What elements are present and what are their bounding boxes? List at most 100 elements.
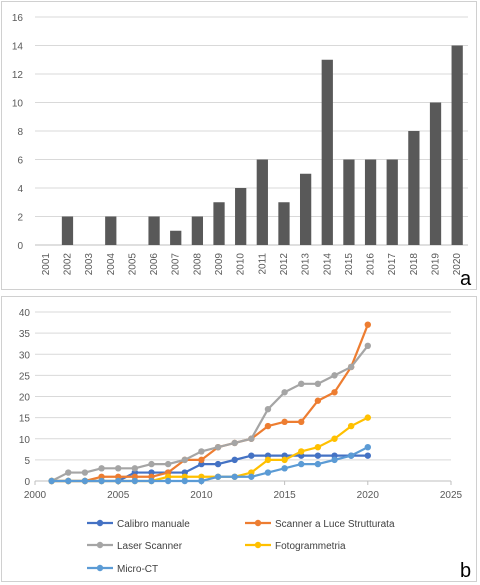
panel-letter-a: a [460, 268, 472, 290]
x-tick-label: 2019 [431, 253, 442, 276]
y-tick-label: 2 [17, 213, 23, 224]
point-laser-scanner [281, 389, 288, 396]
bar-2019 [429, 102, 442, 245]
point-laser-scanner [314, 380, 322, 388]
x-tick-label: 2011 [257, 253, 268, 275]
legend-label: Laser Scanner [117, 541, 183, 552]
x-tick-label: 2017 [387, 253, 398, 276]
x-tick-label: 2006 [149, 253, 160, 276]
point-micro-ct [364, 444, 371, 451]
y-tick-label: 16 [12, 13, 24, 24]
series-line-laser-scanner [51, 345, 369, 482]
legend-item-micro-ct: Micro-CT [87, 564, 158, 575]
point-laser-scanner [231, 439, 238, 447]
legend-marker [254, 519, 262, 527]
x-tick-label: 2003 [84, 253, 95, 276]
point-laser-scanner [115, 465, 122, 472]
point-calibro-manuale [364, 452, 371, 459]
point-scanner-a-luce-strutturata [281, 418, 288, 426]
point-fotogrammetria [347, 422, 355, 430]
point-micro-ct [181, 477, 188, 485]
point-calibro-manuale [214, 460, 222, 468]
legend-label: Scanner a Luce Strutturata [275, 519, 395, 530]
point-laser-scanner [331, 372, 338, 379]
legend-label: Fotogrammetria [275, 541, 346, 552]
point-micro-ct [131, 477, 139, 485]
point-micro-ct [347, 452, 355, 459]
x-tick-label: 2005 [107, 490, 130, 501]
point-laser-scanner [65, 469, 72, 476]
x-tick-label: 2004 [106, 253, 117, 276]
bar-2013 [299, 173, 312, 245]
x-tick-label: 2005 [127, 253, 138, 276]
legend-item-calibro-manuale: Calibro manuale [87, 519, 190, 530]
bar-2009 [213, 202, 225, 245]
point-laser-scanner [198, 448, 205, 455]
legend-item-scanner-a-luce-strutturata: Scanner a Luce Strutturata [245, 519, 395, 530]
point-laser-scanner [214, 444, 222, 451]
bar-2002 [61, 216, 74, 245]
point-micro-ct [148, 477, 155, 485]
bar-chart-svg: 0 2 4 6 8 10 12 14 16 2001 2002 2003 2004 2005 2006 20… [12, 13, 472, 290]
point-micro-ct [115, 477, 122, 485]
point-micro-ct [298, 460, 305, 468]
point-micro-ct [65, 477, 72, 485]
x-tick-label: 2001 [41, 253, 52, 276]
point-calibro-manuale [248, 452, 255, 459]
point-scanner-a-luce-strutturata [264, 422, 272, 430]
x-tick-label: 2015 [344, 253, 355, 276]
bar-2018 [408, 131, 420, 245]
y-tick-label: 10 [12, 99, 24, 110]
point-laser-scanner [248, 435, 255, 442]
y-tick-label: 8 [17, 127, 23, 138]
bar-2016 [364, 159, 377, 245]
point-laser-scanner [131, 465, 139, 472]
point-micro-ct [281, 465, 288, 472]
x-tick-label: 2007 [171, 253, 182, 276]
x-tick-label: 2016 [366, 253, 377, 276]
x-tick-label: 2014 [322, 253, 333, 276]
point-calibro-manuale [231, 456, 238, 464]
point-micro-ct [331, 456, 338, 464]
point-calibro-manuale [314, 452, 322, 459]
x-tick-label: 2013 [301, 253, 312, 276]
point-scanner-a-luce-strutturata [314, 397, 322, 404]
bar-2020 [451, 45, 463, 245]
y-tick-label: 40 [19, 308, 31, 319]
point-fotogrammetria [281, 456, 288, 464]
point-scanner-a-luce-strutturata [331, 389, 338, 396]
x-tick-label: 2000 [24, 490, 47, 501]
x-tick-label: 2010 [236, 253, 247, 276]
point-laser-scanner [164, 460, 172, 468]
point-scanner-a-luce-strutturata [198, 456, 205, 464]
x-tick-label: 2002 [62, 253, 73, 276]
y-tick-label: 35 [19, 329, 31, 340]
legend-marker [96, 541, 104, 549]
point-laser-scanner [264, 405, 272, 413]
bar-chart-panel: 0 2 4 6 8 10 12 14 16 2001 2002 2003 2004 2005 2006 20… [1, 1, 477, 290]
bar-2004 [105, 216, 117, 245]
point-micro-ct [314, 460, 322, 468]
x-tick-label: 2015 [273, 490, 296, 501]
x-tick-label: 2020 [357, 490, 380, 501]
bar-2012 [278, 202, 290, 245]
x-tick-label: 2010 [190, 490, 213, 501]
y-tick-label: 0 [24, 477, 30, 488]
legend-item-laser-scanner: Laser Scanner [87, 541, 183, 552]
point-laser-scanner [181, 456, 188, 464]
y-tick-label: 6 [17, 156, 23, 167]
y-tick-label: 0 [17, 241, 23, 252]
point-laser-scanner [298, 380, 305, 388]
x-tick-label: 2012 [279, 253, 290, 276]
bar-2015 [343, 159, 355, 245]
point-laser-scanner [347, 363, 355, 371]
x-tick-label: 2018 [409, 253, 420, 276]
y-tick-label: 10 [19, 435, 31, 446]
bar-2008 [191, 216, 204, 245]
x-tick-label: 2009 [214, 253, 225, 276]
point-scanner-a-luce-strutturata [298, 418, 305, 426]
y-tick-label: 14 [12, 42, 24, 53]
point-fotogrammetria [364, 414, 371, 421]
point-laser-scanner [148, 460, 155, 468]
